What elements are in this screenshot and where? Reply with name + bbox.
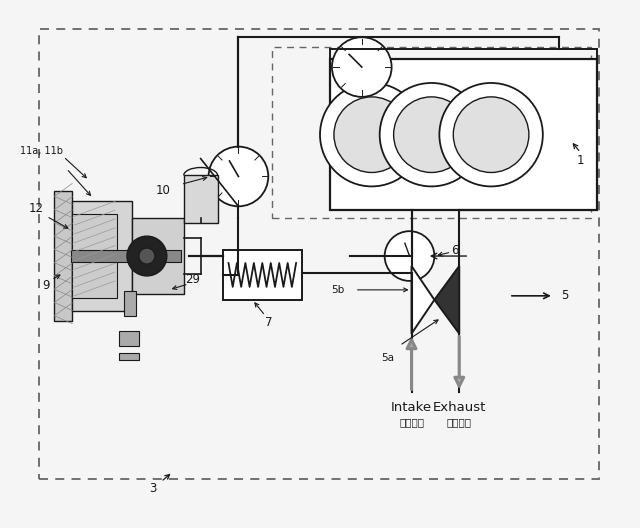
Circle shape (332, 37, 392, 97)
Bar (223, 250, 302, 300)
Polygon shape (435, 266, 460, 334)
Text: 12: 12 (29, 202, 44, 215)
Bar (54, 191, 72, 320)
Circle shape (394, 97, 469, 173)
Text: Exhaust: Exhaust (433, 401, 486, 414)
Bar (119, 331, 139, 345)
Bar (71, 250, 180, 262)
Text: 3: 3 (149, 482, 157, 495)
Text: Intake: Intake (391, 401, 432, 414)
Circle shape (385, 231, 435, 281)
Polygon shape (412, 266, 435, 334)
Bar (119, 353, 139, 361)
Bar (132, 218, 184, 294)
Text: 1: 1 (577, 154, 584, 167)
Text: 5a: 5a (381, 353, 394, 363)
Circle shape (453, 97, 529, 173)
Text: 29: 29 (185, 274, 200, 286)
Circle shape (320, 83, 424, 186)
Text: 10: 10 (156, 184, 170, 197)
Text: 9: 9 (43, 279, 50, 293)
Bar (272, 47, 591, 218)
Bar (330, 59, 596, 210)
Circle shape (334, 97, 410, 173)
Circle shape (127, 236, 167, 276)
Circle shape (380, 83, 483, 186)
Circle shape (209, 147, 268, 206)
Bar (72, 201, 132, 311)
Text: 11a, 11b: 11a, 11b (20, 146, 63, 156)
Bar (184, 175, 218, 223)
Circle shape (139, 248, 155, 264)
Text: 5: 5 (561, 289, 568, 303)
Text: 5b: 5b (332, 285, 344, 295)
Circle shape (440, 83, 543, 186)
Text: （吸気）: （吸気） (399, 417, 424, 427)
Bar (72, 214, 117, 298)
Bar (124, 291, 136, 316)
Bar (40, 29, 598, 479)
Text: 7: 7 (264, 316, 272, 329)
Text: 6: 6 (451, 243, 459, 257)
Text: （排気）: （排気） (447, 417, 472, 427)
